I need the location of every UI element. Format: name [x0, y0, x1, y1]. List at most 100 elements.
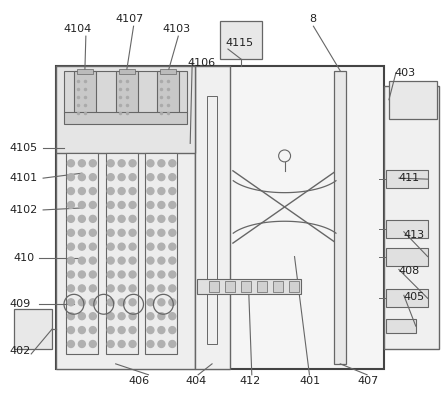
- Bar: [64, 71, 187, 113]
- Circle shape: [169, 313, 176, 320]
- Circle shape: [67, 271, 74, 278]
- Circle shape: [129, 271, 136, 278]
- Circle shape: [67, 215, 74, 222]
- Text: 404: 404: [185, 376, 206, 386]
- Circle shape: [89, 313, 96, 320]
- Bar: [225, 282, 235, 292]
- Circle shape: [118, 215, 125, 222]
- Circle shape: [147, 327, 154, 334]
- Circle shape: [107, 299, 114, 306]
- Circle shape: [118, 299, 125, 306]
- Circle shape: [89, 174, 96, 181]
- Circle shape: [78, 285, 85, 292]
- Bar: [386, 319, 416, 333]
- Circle shape: [169, 257, 176, 264]
- Circle shape: [118, 243, 125, 250]
- Circle shape: [67, 229, 74, 236]
- Circle shape: [118, 160, 125, 167]
- Circle shape: [158, 215, 165, 222]
- Circle shape: [78, 188, 85, 194]
- Bar: [220, 21, 262, 59]
- Bar: [64, 112, 187, 124]
- Circle shape: [118, 229, 125, 236]
- Bar: [209, 282, 219, 292]
- Circle shape: [118, 313, 125, 320]
- Circle shape: [107, 340, 114, 348]
- Circle shape: [107, 215, 114, 222]
- Circle shape: [129, 340, 136, 348]
- Text: 407: 407: [357, 376, 378, 386]
- Circle shape: [169, 160, 176, 167]
- Circle shape: [118, 188, 125, 194]
- Bar: [116, 71, 137, 118]
- Text: 4102: 4102: [9, 205, 38, 215]
- Circle shape: [107, 229, 114, 236]
- Circle shape: [107, 327, 114, 334]
- Circle shape: [169, 299, 176, 306]
- Circle shape: [147, 285, 154, 292]
- Circle shape: [107, 188, 114, 194]
- Circle shape: [129, 313, 136, 320]
- Bar: [334, 71, 346, 364]
- Text: 405: 405: [404, 292, 425, 302]
- Circle shape: [158, 229, 165, 236]
- Circle shape: [107, 174, 114, 181]
- Circle shape: [78, 215, 85, 222]
- Circle shape: [107, 160, 114, 167]
- Text: 401: 401: [299, 376, 321, 386]
- Text: 413: 413: [404, 230, 425, 240]
- Circle shape: [67, 257, 74, 264]
- Circle shape: [118, 327, 125, 334]
- Circle shape: [158, 202, 165, 208]
- Circle shape: [147, 340, 154, 348]
- Circle shape: [89, 243, 96, 250]
- Text: 412: 412: [240, 376, 261, 386]
- Circle shape: [118, 271, 125, 278]
- Circle shape: [67, 188, 74, 194]
- Circle shape: [158, 271, 165, 278]
- Circle shape: [169, 202, 176, 208]
- Circle shape: [67, 299, 74, 306]
- Circle shape: [89, 257, 96, 264]
- Bar: [273, 282, 283, 292]
- Circle shape: [67, 174, 74, 181]
- Circle shape: [129, 327, 136, 334]
- Circle shape: [118, 257, 125, 264]
- Bar: [66, 153, 98, 354]
- Bar: [74, 71, 96, 118]
- Circle shape: [89, 327, 96, 334]
- Circle shape: [78, 313, 85, 320]
- Circle shape: [118, 340, 125, 348]
- Circle shape: [67, 243, 74, 250]
- Circle shape: [89, 271, 96, 278]
- Circle shape: [147, 271, 154, 278]
- Circle shape: [78, 243, 85, 250]
- Bar: [386, 248, 427, 266]
- Circle shape: [78, 340, 85, 348]
- Circle shape: [147, 299, 154, 306]
- Circle shape: [129, 188, 136, 194]
- Circle shape: [169, 340, 176, 348]
- Circle shape: [67, 202, 74, 208]
- Text: 409: 409: [9, 299, 31, 309]
- Circle shape: [107, 202, 114, 208]
- Circle shape: [158, 285, 165, 292]
- Circle shape: [89, 215, 96, 222]
- Text: 402: 402: [9, 346, 31, 356]
- Circle shape: [158, 188, 165, 194]
- Bar: [77, 69, 93, 74]
- Circle shape: [158, 340, 165, 348]
- Circle shape: [78, 229, 85, 236]
- Circle shape: [89, 285, 96, 292]
- Bar: [386, 170, 427, 188]
- Bar: [145, 153, 177, 354]
- Text: 4103: 4103: [163, 24, 190, 34]
- Circle shape: [158, 299, 165, 306]
- Circle shape: [107, 313, 114, 320]
- Circle shape: [147, 188, 154, 194]
- Circle shape: [129, 243, 136, 250]
- Circle shape: [169, 215, 176, 222]
- Bar: [14, 309, 52, 349]
- Circle shape: [129, 257, 136, 264]
- Bar: [257, 282, 267, 292]
